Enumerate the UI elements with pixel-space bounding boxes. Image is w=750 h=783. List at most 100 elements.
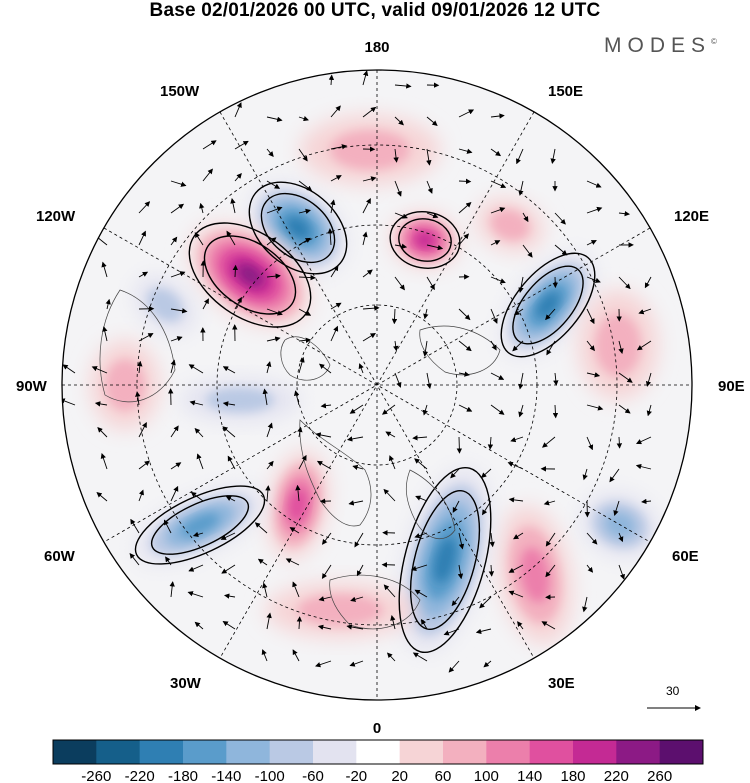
colorbar-tick-label: -60 (302, 768, 324, 783)
wind-vector (586, 240, 597, 246)
colorbar-swatch (616, 740, 661, 764)
wind-vector (618, 276, 631, 290)
wind-vector (330, 175, 342, 182)
wind-vector (194, 232, 204, 246)
anomaly-red-175w (300, 115, 440, 185)
wind-vector (390, 615, 396, 630)
anomaly-red-0 (265, 582, 415, 638)
wind-vector (362, 70, 369, 86)
wind-vector (266, 422, 273, 438)
anomaly-red-140e (475, 197, 545, 253)
graticule (62, 70, 692, 700)
lon-label-0: 0 (373, 720, 381, 737)
colorbar-tick-label: 180 (560, 768, 585, 783)
wind-vector (285, 558, 300, 566)
colorbar-swatch (399, 740, 444, 764)
wind-vector (518, 180, 524, 196)
wind-vector (315, 432, 332, 438)
wind-vector (100, 453, 108, 470)
wind-vector (96, 492, 108, 502)
wind-vector (327, 228, 333, 246)
contour-line (260, 192, 336, 264)
colorbar: -260 -220 -180 -140 -100 -60 -20 20 60 100 140 180 2… (52, 739, 704, 783)
wind-vector (513, 308, 524, 316)
wind-vector (550, 148, 556, 164)
wind-vector (266, 460, 274, 470)
wind-vector (298, 237, 311, 246)
wind-vector (618, 340, 624, 354)
wind-vector (490, 276, 506, 284)
anomaly-blue-115e (501, 253, 595, 357)
meridian-120e-60w (103, 227, 651, 543)
wind-vector (426, 276, 435, 291)
wind-vector (315, 660, 332, 668)
wind-vector (458, 308, 471, 321)
wind-vector (169, 581, 175, 598)
wind-vector (220, 532, 236, 540)
wind-vector (410, 564, 428, 572)
wind-vector (481, 468, 492, 479)
wind-vector (582, 596, 588, 613)
wind-vector (522, 244, 533, 258)
contour-line (389, 211, 461, 269)
wind-vector (545, 532, 556, 547)
wind-vector (102, 326, 108, 342)
wind-vector (257, 558, 268, 566)
wind-vector (394, 180, 402, 197)
colorbar-swatch (313, 740, 357, 764)
wind-vector (163, 519, 172, 534)
anomaly-level (297, 594, 383, 626)
wind-vector (194, 621, 204, 630)
wind-vector (296, 616, 303, 630)
anomaly-level (595, 313, 641, 377)
wind-vector (190, 491, 204, 502)
contour-line (248, 181, 348, 275)
lon-label-120w: 120W (36, 208, 76, 225)
wind-vector (394, 243, 408, 249)
wind-vector (318, 363, 332, 374)
wind-vector (320, 402, 332, 409)
anomaly-level (490, 209, 530, 241)
wind-vector (636, 340, 652, 351)
wind-vector (414, 458, 428, 470)
wind-vector (490, 180, 507, 189)
wind-vector (188, 564, 204, 572)
wind-vector (490, 148, 502, 157)
wind-vector (194, 427, 204, 438)
wind-vector (62, 364, 76, 374)
wind-vector (586, 340, 595, 352)
wind-vector (479, 596, 492, 609)
wind-vector (518, 276, 524, 293)
wind-vector (105, 298, 111, 310)
wind-vector (266, 206, 283, 214)
wind-vector (321, 532, 332, 545)
wind-vector (412, 435, 428, 441)
wind-vector (298, 116, 309, 122)
anomaly-blue-110w (133, 275, 197, 335)
wind-vector (222, 401, 236, 407)
anomaly-level (286, 216, 310, 240)
wind-vector (554, 212, 566, 225)
wind-vector (316, 460, 332, 470)
wind-vector (586, 308, 595, 325)
wind-vector (618, 404, 631, 414)
wind-vector (641, 498, 652, 505)
colorbar-tick-label: -20 (345, 768, 367, 783)
reference-vector: 30 (647, 684, 701, 711)
wind-vector (586, 206, 603, 214)
lon-label-180: 180 (364, 39, 389, 56)
wind-vector (638, 308, 652, 315)
wind-vector (518, 372, 524, 390)
colorbar-tick-label: -260 (81, 768, 111, 783)
wind-vector (222, 621, 236, 630)
anomaly-blue-50w (135, 486, 265, 564)
anomaly-level (433, 537, 457, 583)
wind-vector (586, 532, 598, 545)
wind-vector (421, 618, 428, 630)
wind-vector (586, 276, 601, 283)
wind-vector (298, 148, 308, 162)
wind-vector (394, 116, 404, 126)
wind-vector (457, 564, 464, 580)
wind-vector (458, 148, 473, 154)
